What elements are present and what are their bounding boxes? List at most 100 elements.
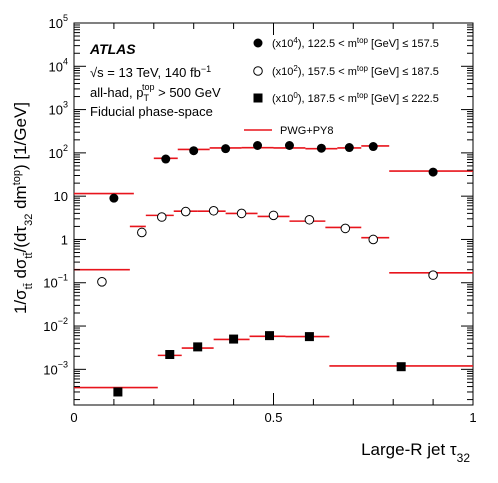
legend-entry-sup1: 2 bbox=[293, 64, 298, 73]
selection-sup: top bbox=[142, 82, 155, 92]
y-title-sub2: tt̄ bbox=[23, 252, 35, 258]
y-title-sub1: tt̄ bbox=[23, 283, 35, 289]
data-point bbox=[396, 362, 406, 372]
data-point bbox=[344, 143, 354, 153]
legend-entry: (x104), 122.5 < mtop [GeV] ≤ 157.5 bbox=[272, 36, 439, 51]
legend-entry-post: [GeV] ≤ 157.5 bbox=[368, 38, 439, 50]
legend-marker bbox=[253, 66, 263, 76]
y-tick-label: 10−2 bbox=[43, 316, 68, 334]
y-tick-exponent: 2 bbox=[63, 143, 68, 153]
data-point bbox=[113, 387, 123, 397]
prediction-lines bbox=[74, 145, 473, 389]
y-axis-title: 1/σtt̄ dσtt̄/(dτ32 dmtop) [1/GeV] bbox=[11, 102, 35, 314]
data-point bbox=[368, 142, 378, 152]
y-tick-base: 1 bbox=[61, 232, 68, 247]
legend-entry-sup2: top bbox=[357, 91, 369, 100]
legend-entry-pre: (x10 bbox=[272, 93, 293, 105]
data-point bbox=[161, 154, 171, 164]
data-point bbox=[304, 332, 314, 342]
legend-entry-pre: (x10 bbox=[272, 38, 293, 50]
legend: (x104), 122.5 < mtop [GeV] ≤ 157.5(x102)… bbox=[244, 36, 439, 137]
y-tick-exponent: 3 bbox=[63, 100, 68, 110]
x-tick-label: 0 bbox=[70, 410, 77, 425]
y-tick-label: 102 bbox=[49, 143, 68, 161]
data-markers bbox=[97, 141, 438, 397]
legend-marker bbox=[253, 38, 263, 48]
legend-entry-post: [GeV] ≤ 222.5 bbox=[368, 93, 439, 105]
y-title-end: ) [1/GeV] bbox=[11, 102, 30, 170]
legend-entry-sup2: top bbox=[357, 64, 369, 73]
data-point bbox=[221, 144, 231, 154]
y-tick-base: 10 bbox=[54, 189, 68, 204]
y-tick-base: 10 bbox=[49, 59, 63, 74]
selection-suffix: > 500 GeV bbox=[155, 85, 221, 100]
legend-entry-post: [GeV] ≤ 187.5 bbox=[368, 66, 439, 78]
data-point bbox=[137, 227, 147, 238]
data-point bbox=[316, 143, 326, 153]
energy-label-sup: −1 bbox=[201, 64, 211, 74]
data-point bbox=[165, 350, 175, 360]
data-point bbox=[428, 167, 438, 177]
data-point bbox=[340, 223, 351, 234]
legend-entry-mid: ), 157.5 < m bbox=[298, 66, 357, 78]
data-point bbox=[253, 141, 263, 151]
data-point bbox=[97, 277, 107, 287]
data-point bbox=[284, 141, 294, 151]
legend-entry-mid: ), 187.5 < m bbox=[298, 93, 357, 105]
x-axis-title: Large-R jet τ32 bbox=[361, 440, 470, 465]
y-tick-exponent: 4 bbox=[63, 56, 68, 66]
energy-label-main: √s = 13 TeV, 140 fb bbox=[90, 65, 201, 80]
x-tick-label: 0.5 bbox=[264, 410, 282, 425]
y-tick-base: 10 bbox=[43, 319, 57, 334]
data-point bbox=[229, 334, 239, 344]
y-title-frac: /(dτ bbox=[11, 226, 30, 253]
legend-entry-sup1: 4 bbox=[293, 36, 298, 45]
legend-entry: (x102), 157.5 < mtop [GeV] ≤ 187.5 bbox=[272, 64, 439, 79]
y-title-dm: dm bbox=[11, 185, 30, 213]
y-tick-exponent: −3 bbox=[58, 359, 68, 369]
y-tick-exponent: 5 bbox=[63, 13, 68, 23]
data-point bbox=[304, 214, 315, 225]
legend-marker bbox=[253, 93, 263, 103]
data-point bbox=[193, 342, 203, 352]
y-title-mid: dσ bbox=[11, 258, 30, 283]
legend-entry: (x100), 187.5 < mtop [GeV] ≤ 222.5 bbox=[272, 91, 439, 106]
data-point bbox=[208, 205, 219, 216]
selection-sub: T bbox=[143, 93, 149, 103]
y-title-sub3: 32 bbox=[23, 214, 35, 226]
data-point bbox=[109, 193, 119, 203]
x-axis-title-main: Large-R jet τ bbox=[361, 440, 457, 459]
y-tick-base: 10 bbox=[43, 276, 57, 291]
energy-label: √s = 13 TeV, 140 fb−1 bbox=[90, 64, 211, 80]
selection-label: all-had, pTtop > 500 GeV bbox=[90, 82, 221, 103]
legend-entry-mid: ), 122.5 < m bbox=[298, 38, 357, 50]
data-point bbox=[368, 234, 379, 245]
data-point bbox=[180, 206, 191, 217]
y-tick-base: 10 bbox=[49, 103, 63, 118]
data-point bbox=[428, 270, 438, 280]
data-point bbox=[236, 208, 247, 219]
y-tick-label: 10 bbox=[54, 189, 68, 204]
atlas-label: ATLAS bbox=[89, 41, 136, 57]
y-tick-label: 1 bbox=[61, 232, 68, 247]
legend-prediction-label: PWG+PY8 bbox=[280, 125, 334, 137]
phase-space-label: Fiducial phase-space bbox=[90, 104, 213, 119]
y-title-prefix: 1/σ bbox=[11, 289, 30, 314]
data-point bbox=[265, 331, 275, 341]
x-tick-label: 1 bbox=[469, 410, 476, 425]
y-tick-label: 10−3 bbox=[43, 359, 68, 377]
y-tick-exponent: −2 bbox=[58, 316, 68, 326]
legend-entry-sup1: 0 bbox=[293, 91, 298, 100]
y-tick-base: 10 bbox=[43, 362, 57, 377]
y-tick-label: 10−1 bbox=[43, 273, 68, 291]
y-title-sup: top bbox=[11, 170, 23, 185]
data-point bbox=[189, 146, 199, 156]
y-tick-label: 104 bbox=[49, 56, 68, 74]
y-tick-label: 105 bbox=[49, 13, 68, 31]
y-tick-base: 10 bbox=[49, 16, 63, 31]
legend-entry-sup2: top bbox=[357, 36, 369, 45]
selection-prefix: all-had, p bbox=[90, 85, 143, 100]
data-point bbox=[268, 210, 279, 221]
